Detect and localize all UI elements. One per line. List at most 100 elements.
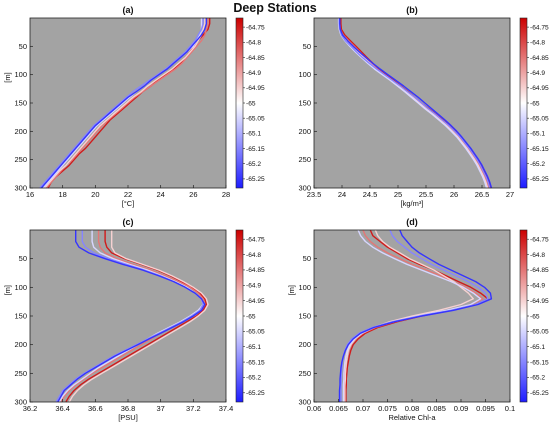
colorbar-tick-label: -65.1 [530, 344, 545, 351]
panel-label: (c) [123, 217, 134, 227]
colorbar-tick-label: -65.2 [530, 161, 545, 168]
y-tick-label: 300 [14, 184, 27, 193]
figure-title: Deep Stations [233, 1, 316, 15]
y-tick-label: 300 [298, 398, 311, 407]
colorbar-tick-label: -65 [246, 313, 256, 320]
series-line-5 [40, 18, 208, 189]
colorbar-gradient [235, 17, 244, 189]
panel-label: (d) [406, 217, 418, 227]
colorbar-tick-label: -64.9 [530, 70, 545, 77]
x-axis-label: [PSU] [118, 413, 138, 422]
colorbar-tick-label: -65.15 [530, 146, 549, 153]
x-tick-label: 37.4 [219, 404, 234, 413]
series-line-3 [337, 18, 488, 189]
colorbar: -64.75 -64.8 -64.85 -64.9 -64.95 -65 -65.05 -65… [519, 17, 549, 189]
y-tick-label: 150 [298, 312, 311, 321]
x-tick-label: 25.5 [419, 190, 434, 199]
x-tick-label: 0.065 [329, 404, 348, 413]
colorbar-tick-label: -64.95 [530, 298, 549, 305]
x-tick-label: 36.4 [55, 404, 70, 413]
colorbar-tick-label: -65.25 [530, 176, 549, 183]
series-line-5 [338, 229, 493, 402]
x-tick-label: 0.085 [427, 404, 446, 413]
series-line-1 [339, 18, 490, 189]
colorbar-tick-label: -65.25 [246, 390, 265, 397]
colorbar-tick-label: -64.85 [530, 267, 549, 274]
series-line-2 [68, 230, 209, 403]
colorbar-tick-label: -64.85 [246, 55, 265, 62]
y-tick-label: 50 [303, 42, 311, 51]
colorbar-tick-label: -64.85 [530, 55, 549, 62]
colorbar-tick-label: -64.95 [246, 85, 265, 92]
x-tick-label: 36.2 [23, 404, 38, 413]
colorbar-tick-label: -65.15 [246, 359, 265, 366]
x-tick-label: 16 [26, 190, 34, 199]
series-line-1 [45, 18, 209, 189]
colorbar-gradient [519, 229, 528, 403]
x-tick-label: 0.09 [454, 404, 469, 413]
x-tick-label: 28 [222, 190, 230, 199]
colorbar-tick-label: -65 [246, 100, 256, 107]
colorbar-tick-label: -65.15 [530, 359, 549, 366]
x-tick-label: 26.5 [475, 190, 490, 199]
colorbar-tick-label: -64.9 [246, 70, 261, 77]
series-line-2 [338, 18, 489, 189]
y-tick-label: 200 [14, 127, 27, 136]
y-axis-label: [m] [3, 285, 12, 295]
y-tick-label: 200 [14, 340, 27, 349]
y-tick-label: 300 [14, 398, 27, 407]
y-axis-label: [m] [287, 285, 296, 295]
colorbar-tick-label: -65.2 [246, 375, 261, 382]
x-tick-label: 0.06 [307, 404, 322, 413]
y-tick-label: 200 [298, 340, 311, 349]
colorbar-tick-label: -65 [530, 313, 540, 320]
x-tick-label: 24.5 [363, 190, 378, 199]
colorbar: -64.75 -64.8 -64.85 -64.9 -64.95 -65 -65.05 -65… [519, 229, 549, 403]
panel-a: (a) 16 18 20 22 24 26 28 50 100 150 200 250 300 [°C] [m… [3, 5, 265, 208]
colorbar-tick-label: -64.8 [246, 40, 261, 47]
colorbar-tick-label: -65.05 [530, 329, 549, 336]
colorbar-tick-label: -64.8 [246, 252, 261, 259]
colorbar-tick-label: -65.25 [530, 390, 549, 397]
x-tick-label: 20 [91, 190, 99, 199]
colorbar-tick-label: -65.1 [246, 131, 261, 138]
y-tick-label: 50 [303, 254, 311, 263]
colorbar-tick-label: -64.75 [246, 24, 265, 31]
colorbar-tick-label: -65.2 [246, 161, 261, 168]
x-tick-label: 24 [156, 190, 164, 199]
colorbar-tick-label: -65.05 [246, 115, 265, 122]
x-tick-label: 36.6 [88, 404, 103, 413]
x-tick-label: 36.8 [121, 404, 136, 413]
series-line-4 [338, 18, 491, 189]
y-tick-label: 150 [298, 99, 311, 108]
series-line-2 [344, 229, 474, 402]
x-tick-label: 18 [58, 190, 66, 199]
series-line-0 [65, 230, 208, 403]
colorbar: -64.75 -64.8 -64.85 -64.9 -64.95 -65 -65.05 -65… [235, 229, 265, 403]
y-tick-label: 100 [14, 70, 27, 79]
colorbar-gradient [235, 229, 244, 403]
series-line-5 [57, 230, 206, 403]
y-tick-label: 150 [14, 312, 27, 321]
x-tick-label: 0.1 [505, 404, 515, 413]
y-tick-label: 100 [298, 283, 311, 292]
colorbar-tick-label: -64.9 [246, 283, 261, 290]
colorbar-tick-label: -64.75 [530, 24, 549, 31]
colorbar-tick-label: -64.85 [246, 267, 265, 274]
x-tick-label: 37.2 [186, 404, 201, 413]
x-tick-label: 0.07 [356, 404, 371, 413]
series-line-4 [39, 18, 204, 189]
y-tick-label: 150 [14, 99, 27, 108]
colorbar: -64.75 -64.8 -64.85 -64.9 -64.95 -65 -65.05 -65… [235, 17, 265, 189]
x-tick-label: 0.075 [378, 404, 397, 413]
colorbar-tick-label: -65.15 [246, 146, 265, 153]
colorbar-tick-label: -65.1 [530, 131, 545, 138]
x-tick-label: 25 [394, 190, 402, 199]
x-tick-label: 23.5 [307, 190, 322, 199]
series-line-3 [58, 230, 204, 403]
x-axis-label: Relative Chl-a [388, 413, 436, 422]
colorbar-tick-label: -65.05 [530, 115, 549, 122]
y-axis-label: [m] [3, 72, 12, 82]
y-tick-label: 250 [14, 155, 27, 164]
